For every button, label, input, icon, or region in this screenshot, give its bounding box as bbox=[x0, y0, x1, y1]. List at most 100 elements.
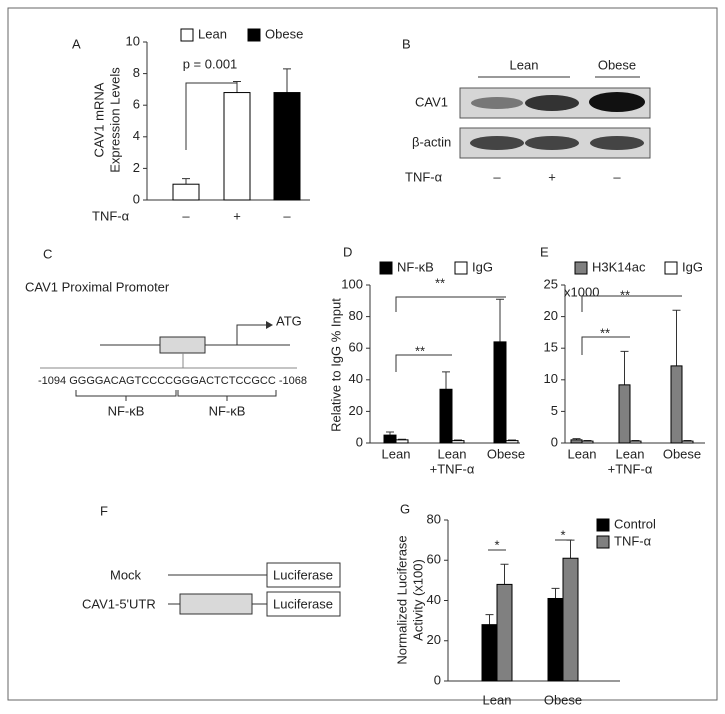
legend-label: Obese bbox=[265, 26, 303, 41]
annotation: ** bbox=[435, 275, 445, 290]
promoter-box bbox=[159, 336, 206, 354]
error-bar bbox=[283, 68, 291, 93]
seq-part: GGGGACAGTCCCC bbox=[69, 375, 173, 387]
legend-swatch bbox=[247, 28, 261, 42]
legend-label: IgG bbox=[472, 259, 493, 274]
bar bbox=[493, 341, 507, 444]
reporter-box bbox=[266, 562, 341, 588]
x-axis-label: TNF-α bbox=[92, 208, 130, 223]
y-tick-label: 60 bbox=[349, 340, 363, 355]
bar bbox=[451, 440, 465, 444]
legend-swatch bbox=[596, 518, 610, 532]
annotation: p = 0.001 bbox=[183, 56, 238, 71]
figure-border bbox=[7, 7, 718, 701]
y-axis-label: Activity (x100) bbox=[410, 559, 425, 641]
bar bbox=[273, 92, 301, 201]
y-tick-label: 20 bbox=[427, 632, 441, 647]
bar bbox=[223, 92, 251, 201]
x-tick-label: Lean bbox=[438, 446, 467, 461]
y-tick-label: 20 bbox=[544, 308, 558, 323]
x-tick-label: Lean bbox=[568, 446, 597, 461]
legend-swatch bbox=[454, 261, 468, 275]
error-bar bbox=[672, 309, 681, 366]
y-tick-label: 4 bbox=[133, 128, 140, 143]
band bbox=[525, 95, 579, 111]
bar bbox=[395, 439, 409, 444]
y-tick-label: 10 bbox=[126, 33, 140, 48]
y-tick-label: 40 bbox=[349, 371, 363, 386]
panel-letter: G bbox=[400, 501, 410, 516]
y-tick-label: 20 bbox=[349, 403, 363, 418]
y-axis-label: CAV1 mRNA bbox=[91, 82, 106, 157]
y-axis-label: Relative to IgG % Input bbox=[328, 298, 343, 432]
x-tick-label: – bbox=[283, 208, 291, 223]
error-bar bbox=[566, 539, 575, 559]
error-bar bbox=[182, 178, 190, 185]
y-axis-label: Normalized Luciferase bbox=[394, 535, 409, 664]
bar bbox=[172, 183, 200, 201]
row-label: CAV1 bbox=[415, 94, 448, 109]
panel-letter: A bbox=[72, 36, 81, 51]
band bbox=[471, 97, 523, 109]
panel-letter: B bbox=[402, 36, 411, 51]
error-bar bbox=[496, 298, 504, 342]
significance-bracket bbox=[395, 296, 506, 312]
brace bbox=[75, 390, 177, 401]
bar bbox=[681, 440, 694, 444]
treatment: + bbox=[548, 169, 556, 184]
annotation: * bbox=[560, 527, 565, 542]
error-bar bbox=[386, 431, 394, 436]
bar bbox=[547, 597, 564, 682]
bar bbox=[562, 557, 579, 682]
significance-bracket bbox=[395, 354, 452, 372]
y-tick-label: 0 bbox=[356, 434, 363, 449]
error-bar bbox=[620, 350, 629, 385]
group-label: Obese bbox=[598, 57, 636, 72]
tss-arrow bbox=[236, 324, 266, 345]
sequence: -1094 GGGGACAGTCCCCGGGACTCTCCGCC -1068 bbox=[38, 375, 307, 387]
y-tick-label: 15 bbox=[544, 340, 558, 355]
y-tick-label: 0 bbox=[133, 191, 140, 206]
legend-label: H3K14ac bbox=[592, 259, 646, 274]
utr-box bbox=[179, 593, 253, 615]
bar bbox=[439, 388, 453, 444]
legend-label: TNF-α bbox=[614, 533, 652, 548]
y-tick-label: 2 bbox=[133, 160, 140, 175]
x-tick-label: Obese bbox=[487, 446, 525, 461]
error-bar bbox=[442, 371, 450, 390]
y-tick-label: 8 bbox=[133, 65, 140, 80]
band bbox=[590, 136, 644, 150]
seq-part: GGGACTCTCCGCC bbox=[173, 375, 276, 387]
treatment-label: TNF-α bbox=[405, 169, 443, 184]
bar bbox=[629, 440, 642, 444]
legend-swatch bbox=[379, 261, 393, 275]
y-tick-label: 6 bbox=[133, 97, 140, 112]
y-tick-label: 0 bbox=[434, 672, 441, 687]
construct-label: Mock bbox=[110, 567, 142, 582]
error-bar bbox=[551, 587, 560, 599]
annotation: ** bbox=[600, 325, 610, 340]
x-tick-label: +TNF-α bbox=[608, 461, 653, 476]
y-axis-label: Expression Levels bbox=[107, 67, 122, 173]
treatment: – bbox=[493, 169, 501, 184]
legend-label: IgG bbox=[682, 259, 703, 274]
y-tick-label: 60 bbox=[427, 552, 441, 567]
reporter-box bbox=[266, 591, 341, 617]
x-tick-label: + bbox=[233, 208, 241, 223]
band bbox=[525, 136, 579, 150]
seq-start: -1094 bbox=[38, 375, 66, 387]
annotation: ** bbox=[620, 287, 630, 302]
legend-label: Lean bbox=[198, 26, 227, 41]
bar bbox=[618, 384, 631, 444]
bar bbox=[670, 365, 683, 444]
bar bbox=[496, 583, 513, 682]
x-tick-label: Obese bbox=[663, 446, 701, 461]
error-bar bbox=[485, 614, 494, 625]
annotation: * bbox=[494, 537, 499, 552]
reporter-label: Luciferase bbox=[273, 567, 333, 582]
error-bar bbox=[500, 563, 509, 585]
arrow-head bbox=[266, 321, 273, 329]
seq-end: -1068 bbox=[279, 375, 307, 387]
annotation: ** bbox=[415, 343, 425, 358]
